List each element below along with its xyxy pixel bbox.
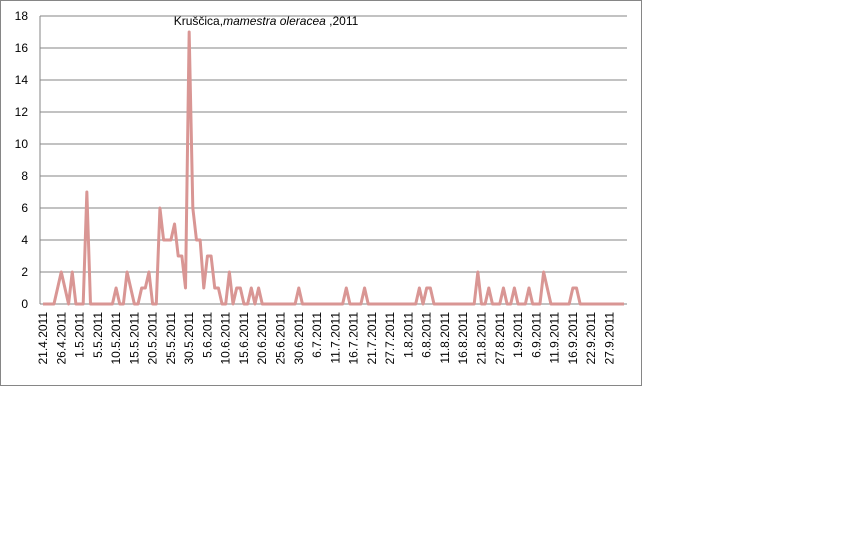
x-tick-label: 16.9.2011 [566, 312, 580, 365]
x-tick-label: 20.6.2011 [255, 312, 269, 365]
x-tick-label: 1.9.2011 [511, 312, 525, 358]
x-tick-label: 6.9.2011 [529, 312, 543, 358]
x-tick-label: 10.6.2011 [219, 312, 233, 365]
y-tick-label: 18 [15, 9, 29, 23]
y-tick-label: 14 [15, 73, 29, 87]
x-tick-label: 5.5.2011 [91, 312, 105, 358]
x-tick-label: 11.9.2011 [548, 312, 562, 364]
title-species: mamestra oleracea [223, 14, 326, 28]
x-tick-label: 5.6.2011 [200, 312, 214, 358]
x-tick-label: 22.9.2011 [584, 312, 598, 365]
chart-title: Kruščica,mamestra oleracea ,2011 [174, 14, 359, 28]
x-tick-label: 10.5.2011 [109, 312, 123, 365]
y-tick-label: 8 [21, 169, 28, 183]
x-tick-label: 1.5.2011 [73, 312, 87, 358]
x-tick-label: 30.6.2011 [292, 312, 306, 365]
x-tick-label: 21.4.2011 [36, 312, 50, 365]
title-suffix: ,2011 [326, 14, 359, 28]
x-tick-label: 16.8.2011 [456, 312, 470, 365]
x-tick-label: 27.9.2011 [602, 312, 616, 365]
x-tick-label: 26.4.2011 [54, 312, 68, 365]
y-tick-label: 2 [21, 265, 28, 279]
x-tick-label: 15.5.2011 [127, 312, 141, 365]
x-tick-label: 1.8.2011 [401, 312, 415, 358]
x-tick-label: 15.6.2011 [237, 312, 251, 365]
y-tick-label: 0 [21, 297, 28, 311]
chart-frame [0, 0, 642, 386]
x-tick-label: 21.7.2011 [365, 312, 379, 365]
x-tick-label: 27.7.2011 [383, 312, 397, 365]
y-tick-label: 10 [15, 137, 29, 151]
x-tick-label: 16.7.2011 [347, 312, 361, 365]
x-tick-label: 25.5.2011 [164, 312, 178, 365]
x-tick-label: 21.8.2011 [474, 312, 488, 365]
title-prefix: Kruščica, [174, 14, 223, 28]
x-tick-label: 11.8.2011 [438, 312, 452, 364]
x-tick-label: 27.8.2011 [493, 312, 507, 365]
x-tick-label: 30.5.2011 [182, 312, 196, 365]
x-tick-label: 6.7.2011 [310, 312, 324, 358]
y-tick-label: 16 [15, 41, 29, 55]
y-tick-label: 12 [15, 105, 29, 119]
x-tick-label: 25.6.2011 [274, 312, 288, 365]
x-tick-label: 20.5.2011 [146, 312, 160, 365]
x-tick-label: 11.7.2011 [328, 312, 342, 364]
y-tick-label: 6 [21, 201, 28, 215]
y-tick-label: 4 [21, 233, 28, 247]
x-tick-label: 6.8.2011 [420, 312, 434, 358]
data-line [43, 30, 624, 306]
